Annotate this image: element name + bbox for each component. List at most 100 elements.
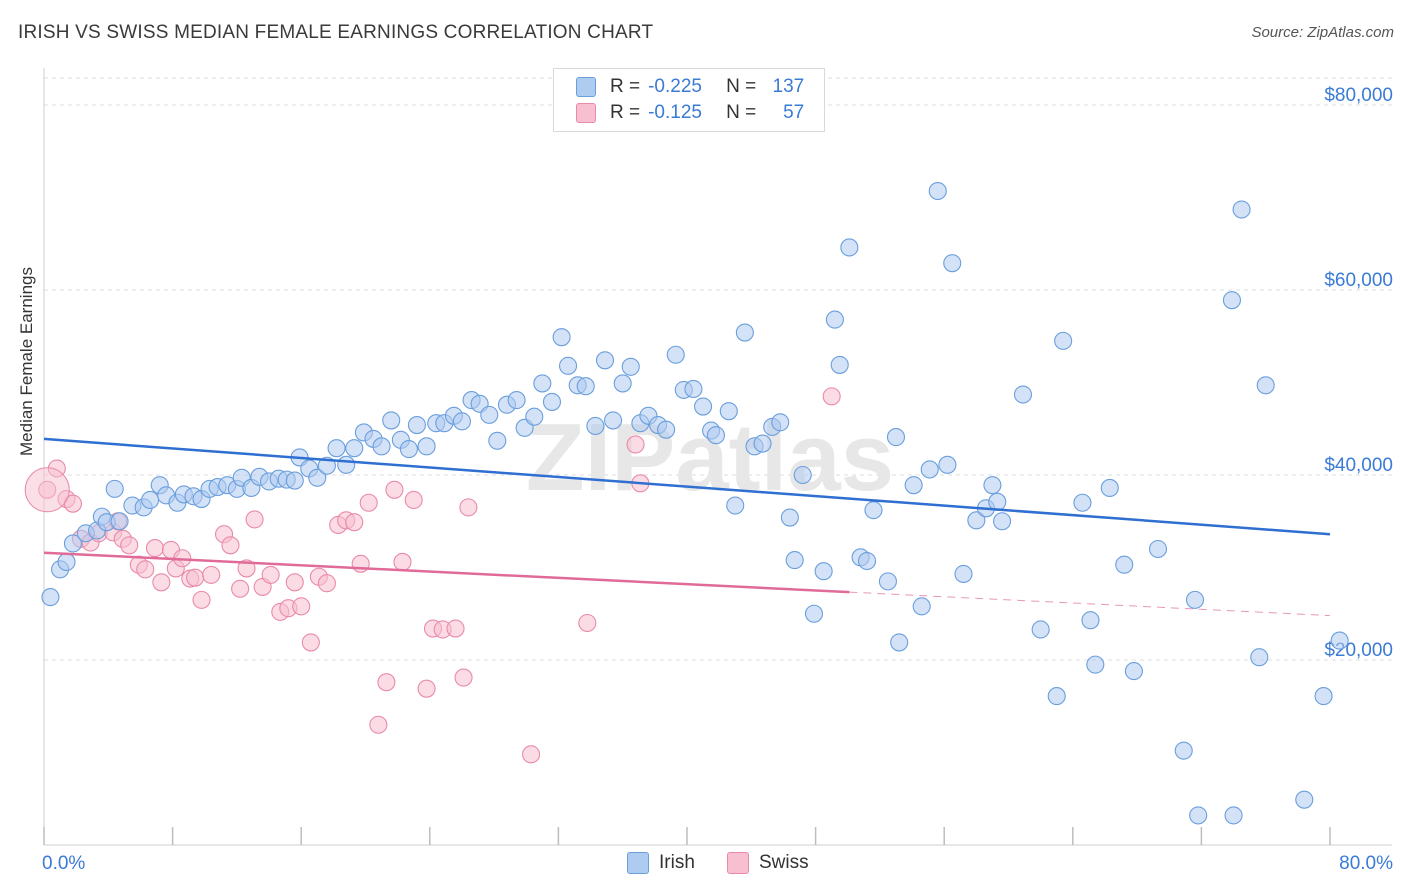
irish-point (983, 476, 1002, 495)
irish-point (1250, 648, 1269, 667)
irish-point (595, 351, 615, 370)
swiss-point (145, 539, 164, 558)
y-tick-labels: $20,000$40,000$60,000$80,000 (1324, 85, 1393, 661)
swiss-point (120, 536, 139, 555)
irish-point (753, 434, 772, 453)
y-tick-label: $40,000 (1324, 455, 1393, 476)
irish-point (735, 323, 754, 342)
swiss-point (345, 513, 364, 532)
irish-point (1189, 806, 1208, 825)
swiss-point (221, 536, 240, 555)
swiss-point (578, 613, 597, 633)
irish-point (825, 310, 844, 329)
irish-point (417, 437, 436, 456)
irish-point (943, 254, 962, 273)
swiss-trend-line (43, 551, 850, 594)
irish-point (1081, 611, 1100, 630)
swiss-trend-line-extension (849, 591, 1331, 617)
x-tick-label-max: 80.0% (1339, 853, 1393, 874)
irish-point (110, 512, 129, 531)
n-value: 57 (783, 102, 805, 123)
irish-point (345, 439, 364, 458)
r-value: -0.125 (648, 102, 702, 123)
irish-point (1073, 493, 1092, 512)
swiss-point (369, 715, 388, 734)
irish-point (372, 437, 391, 456)
irish-point (285, 471, 304, 490)
irish-point (399, 440, 418, 459)
source-label: Source: ZipAtlas.com (1251, 24, 1394, 41)
swiss-point (192, 590, 211, 609)
n-label: N = (726, 76, 757, 97)
n-value: 137 (772, 76, 805, 97)
irish-points (41, 181, 1349, 825)
swiss-point (626, 435, 645, 454)
irish-point (780, 508, 799, 527)
irish-trend-line (43, 437, 1331, 536)
irish-point (1174, 741, 1193, 760)
swiss-point (393, 552, 412, 572)
irish-point (988, 492, 1007, 511)
irish-point (840, 238, 859, 257)
irish-point (684, 379, 703, 399)
irish-point (1222, 291, 1241, 310)
irish-point (1047, 687, 1066, 706)
swiss-point (136, 560, 155, 579)
r-value: -0.225 (648, 76, 702, 97)
swiss-point (417, 679, 436, 698)
swiss-point (231, 579, 250, 598)
bottom-legend-irish: Irish (627, 852, 695, 874)
irish-point (804, 604, 824, 623)
irish-point (621, 357, 640, 376)
irish-point (542, 392, 562, 411)
swiss-point (522, 745, 541, 764)
irish-point (41, 588, 60, 607)
swiss-point (351, 554, 370, 573)
swiss-point (245, 510, 264, 529)
bottom-legend-swiss: Swiss (727, 852, 809, 874)
irish-point (793, 465, 812, 485)
trend-lines (43, 437, 1331, 617)
irish-point (604, 411, 623, 430)
legend-row-swiss: R = -0.125 N = 57 (576, 100, 804, 126)
irish-point (552, 328, 571, 347)
swiss-point (317, 574, 336, 593)
swiss-point (186, 568, 205, 587)
irish-point (337, 455, 356, 474)
irish-point (1185, 590, 1205, 609)
irish-point (928, 181, 947, 201)
irish-point (967, 511, 986, 530)
irish-point (890, 633, 909, 652)
swiss-legend-swatch (727, 852, 749, 874)
irish-point (507, 391, 526, 410)
irish-point (666, 345, 685, 364)
irish-swatch (576, 77, 596, 97)
swiss-point (377, 673, 396, 692)
swiss-legend-label: Swiss (759, 852, 809, 873)
y-axis-label: Median Female Earnings (17, 267, 36, 456)
irish-point (1054, 331, 1073, 350)
swiss-point (446, 619, 465, 638)
chart-title: IRISH VS SWISS MEDIAN FEMALE EARNINGS CO… (18, 22, 654, 43)
irish-point (886, 428, 906, 447)
swiss-point (404, 490, 423, 510)
swiss-point (301, 633, 320, 652)
irish-point (657, 420, 676, 439)
irish-point (63, 534, 82, 553)
irish-legend-label: Irish (659, 852, 695, 873)
irish-point (105, 479, 124, 498)
irish-point (452, 412, 472, 431)
irish-point (878, 572, 897, 591)
watermark: ZIPatlas (526, 404, 894, 511)
irish-point (382, 411, 401, 430)
x-tick-label-min: 0.0% (42, 853, 85, 874)
irish-point (1013, 385, 1033, 404)
irish-point (308, 468, 327, 487)
irish-point (480, 405, 499, 424)
y-tick-label: $80,000 (1324, 85, 1393, 106)
irish-point (525, 407, 544, 426)
swiss-point-large (24, 467, 70, 513)
irish-point (694, 397, 713, 416)
irish-point (1232, 200, 1251, 219)
irish-point (912, 597, 931, 616)
